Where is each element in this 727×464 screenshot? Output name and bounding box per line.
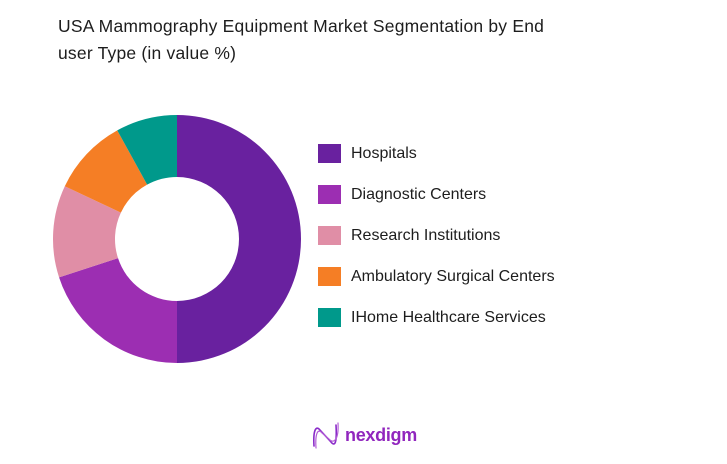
- donut-chart: [47, 109, 307, 369]
- legend-swatch: [318, 226, 341, 245]
- legend-item: Diagnostic Centers: [318, 185, 555, 204]
- legend-item: Research Institutions: [318, 226, 555, 245]
- donut-slice-diagnostic-centers: [59, 258, 177, 363]
- legend-swatch: [318, 185, 341, 204]
- legend-swatch: [318, 308, 341, 327]
- legend-swatch: [318, 267, 341, 286]
- brand-logo-text: nexdigm: [345, 424, 417, 445]
- legend-swatch: [318, 144, 341, 163]
- legend-label: Diagnostic Centers: [351, 185, 487, 203]
- donut-slice-ambulatory-surgical-centers: [64, 130, 148, 213]
- legend-item: Hospitals: [318, 144, 555, 163]
- brand-logo: nexdigm: [0, 421, 727, 449]
- legend-label: Research Institutions: [351, 226, 501, 244]
- donut-slice-hospitals: [177, 115, 301, 363]
- chart-title: USA Mammography Equipment Market Segment…: [58, 13, 678, 66]
- legend-item: IHome Healthcare Services: [318, 308, 555, 327]
- n-wave-icon: [313, 422, 339, 449]
- donut-slice-ihome-healthcare-services: [117, 115, 177, 185]
- donut-slice-research-institutions: [52, 186, 121, 278]
- chart-title-line-1: USA Mammography Equipment Market Segment…: [58, 16, 545, 36]
- chart-title-line-2: user Type (in value %): [58, 42, 237, 63]
- donut-chart-svg: [52, 115, 301, 363]
- chart-legend: Hospitals Diagnostic Centers Research Inst…: [318, 144, 555, 327]
- legend-label: Ambulatory Surgical Centers: [351, 267, 555, 285]
- legend-label: Hospitals: [351, 144, 417, 162]
- legend-label: IHome Healthcare Services: [351, 308, 546, 326]
- legend-item: Ambulatory Surgical Centers: [318, 267, 555, 286]
